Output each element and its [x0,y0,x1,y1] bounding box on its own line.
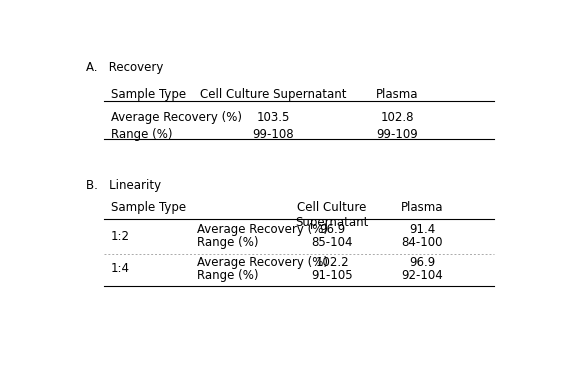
Text: Range (%): Range (%) [197,236,258,249]
Text: 92-104: 92-104 [402,269,443,282]
Text: 85-104: 85-104 [311,236,353,249]
Text: 91-105: 91-105 [311,269,353,282]
Text: B.   Linearity: B. Linearity [86,179,161,192]
Text: Sample Type: Sample Type [111,88,186,101]
Text: Range (%): Range (%) [111,128,173,141]
Text: 96.9: 96.9 [319,223,345,236]
Text: Average Recovery (%): Average Recovery (%) [111,112,242,124]
Text: 102.8: 102.8 [381,112,414,124]
Text: Sample Type: Sample Type [111,201,186,214]
Text: Average Recovery (%): Average Recovery (%) [197,256,328,269]
Text: Range (%): Range (%) [197,269,258,282]
Text: Plasma: Plasma [376,88,419,101]
Text: Cell Culture Supernatant: Cell Culture Supernatant [200,88,347,101]
Text: 99-108: 99-108 [253,128,294,141]
Text: 84-100: 84-100 [402,236,443,249]
Text: A.   Recovery: A. Recovery [86,61,164,74]
Text: 96.9: 96.9 [409,256,435,269]
Text: 1:4: 1:4 [111,262,130,275]
Text: 1:2: 1:2 [111,230,130,243]
Text: 99-109: 99-109 [377,128,418,141]
Text: Cell Culture
Supernatant: Cell Culture Supernatant [296,201,369,229]
Text: 103.5: 103.5 [257,112,290,124]
Text: Average Recovery (%): Average Recovery (%) [197,223,328,236]
Text: 102.2: 102.2 [315,256,349,269]
Text: 91.4: 91.4 [409,223,435,236]
Text: Plasma: Plasma [401,201,443,214]
